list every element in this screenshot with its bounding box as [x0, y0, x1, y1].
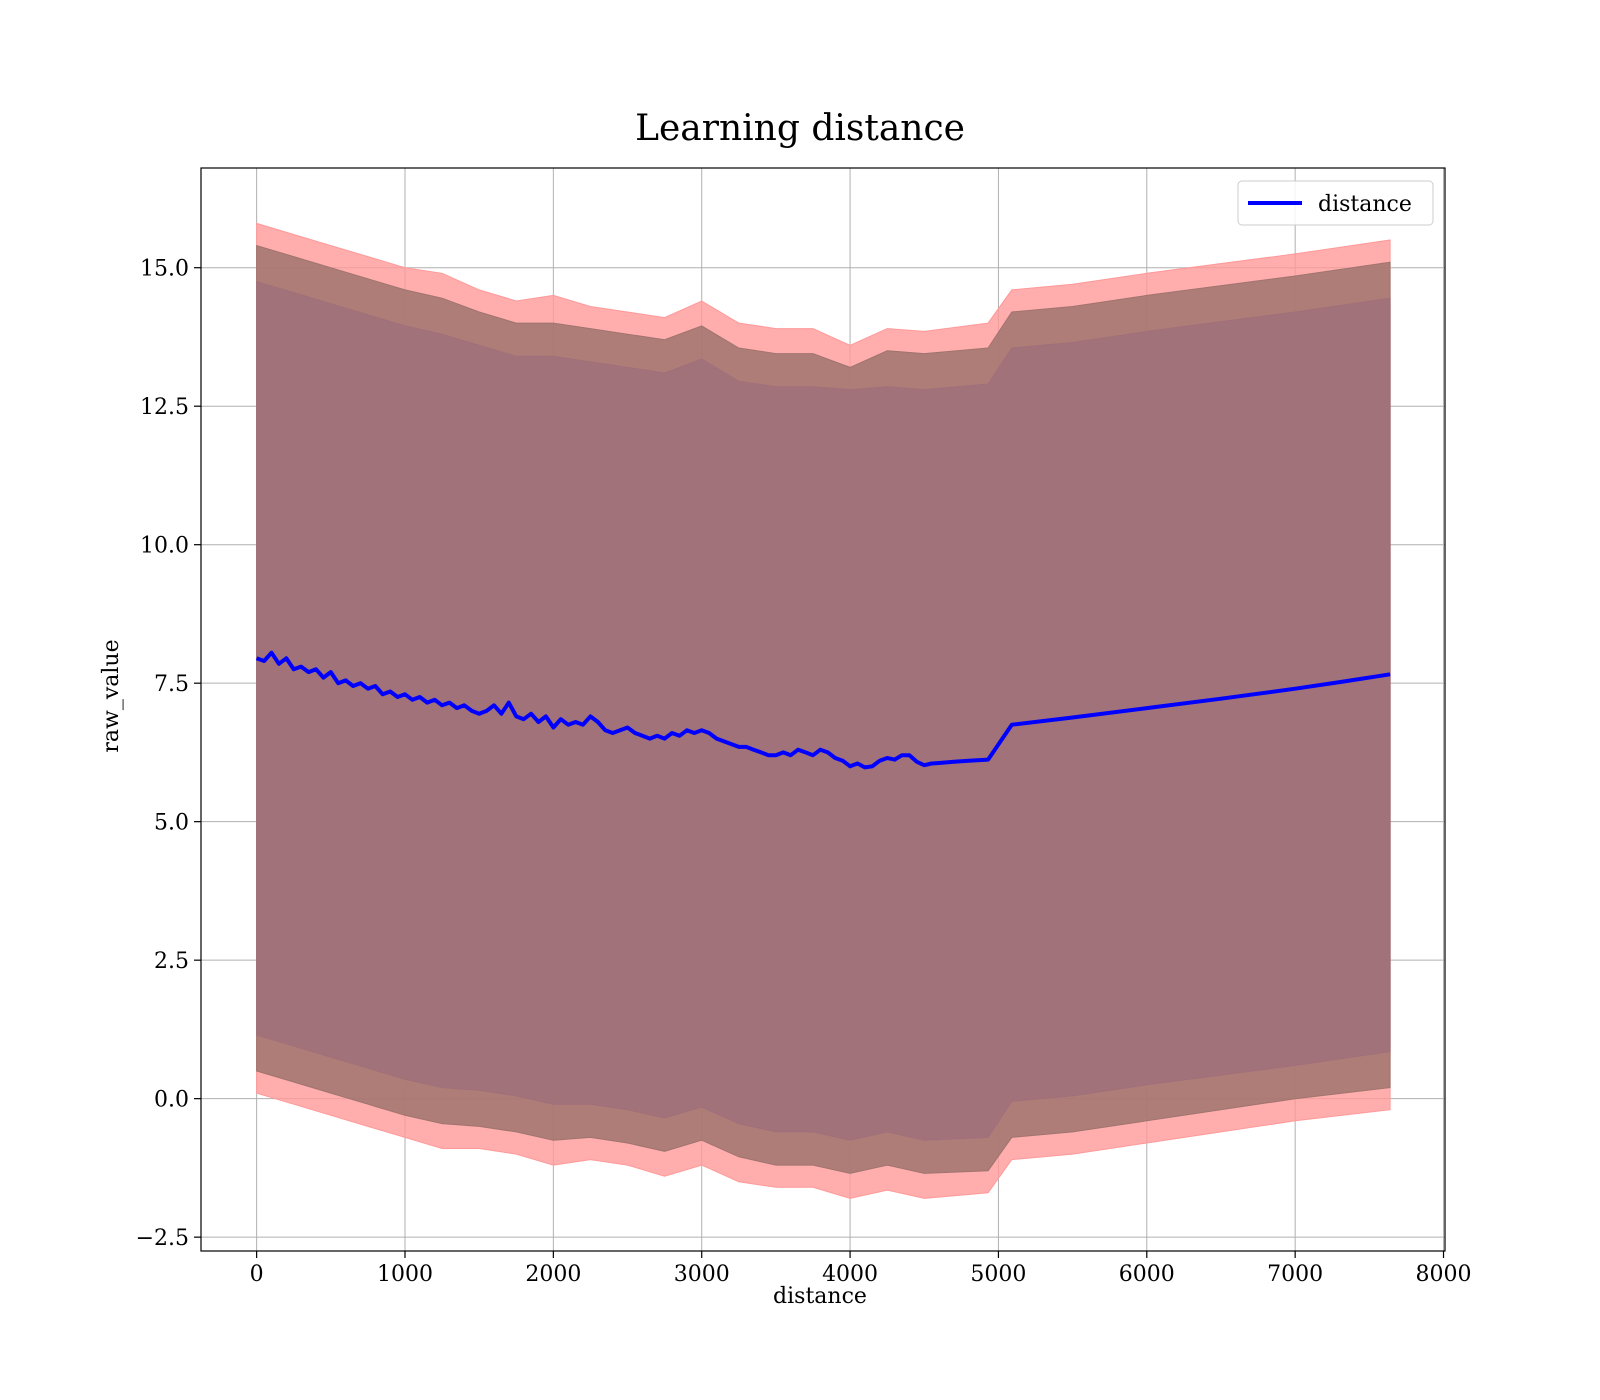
- y-tick-label: 15.0: [140, 257, 189, 282]
- chart-title: Learning distance: [635, 108, 965, 149]
- axes-frame: [200, 167, 1446, 1252]
- y-tick-label: 0.0: [154, 1088, 189, 1113]
- y-tick-label: 2.5: [154, 949, 189, 974]
- x-tick-label: 5000: [970, 1262, 1026, 1287]
- series-line-distance: [255, 650, 1391, 770]
- x-tick-label: 0: [250, 1262, 264, 1287]
- axes: 0 1000 2000 3000 4000 5000 6000 7000 8000 −2.5 0.0…: [136, 167, 1472, 1287]
- confidence-band-3: [256, 280, 1391, 1141]
- series-lines: [255, 650, 1391, 770]
- x-tick-label: 7000: [1267, 1262, 1323, 1287]
- y-tick-label: −2.5: [136, 1226, 189, 1251]
- y-tick-label: 5.0: [154, 811, 189, 836]
- legend-label: distance: [1318, 192, 1412, 217]
- y-tick-label: 7.5: [154, 672, 189, 697]
- x-tick-label: 2000: [525, 1262, 581, 1287]
- x-tick-label: 1000: [377, 1262, 433, 1287]
- x-tick-label: 6000: [1119, 1262, 1175, 1287]
- legend: distance: [1237, 180, 1434, 226]
- x-tick-label: 3000: [674, 1262, 730, 1287]
- x-axis-label: distance: [773, 1284, 867, 1309]
- x-tick-label: 8000: [1416, 1262, 1472, 1287]
- y-axis-label: raw_value: [99, 639, 124, 752]
- confidence-bands: [256, 222, 1391, 1199]
- x-tick-label: 4000: [822, 1262, 878, 1287]
- legend-box: [1237, 180, 1434, 226]
- y-tick-label: 12.5: [140, 395, 189, 420]
- y-tick-label: 10.0: [140, 534, 189, 559]
